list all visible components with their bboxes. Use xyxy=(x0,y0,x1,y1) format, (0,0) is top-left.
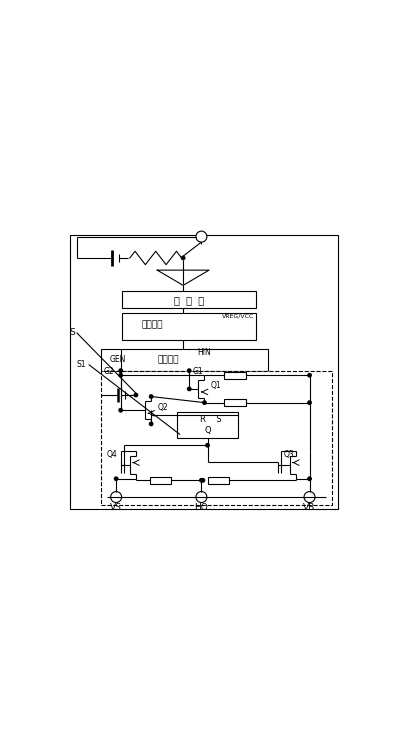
Circle shape xyxy=(304,492,315,502)
Circle shape xyxy=(111,492,121,502)
Text: G1: G1 xyxy=(192,367,203,377)
Text: Q1: Q1 xyxy=(211,381,221,390)
Text: Q4: Q4 xyxy=(107,450,118,459)
Text: Q: Q xyxy=(204,426,211,435)
Circle shape xyxy=(196,492,207,502)
Circle shape xyxy=(187,387,191,391)
Circle shape xyxy=(308,477,311,481)
Bar xyxy=(150,477,171,484)
Text: S: S xyxy=(69,328,75,337)
Text: 滤  波  器: 滤 波 器 xyxy=(174,295,204,305)
Text: 电平转换: 电平转换 xyxy=(142,321,163,330)
Text: S1: S1 xyxy=(76,360,86,369)
Circle shape xyxy=(114,477,118,481)
Circle shape xyxy=(134,393,138,397)
Circle shape xyxy=(201,478,205,482)
Text: HO: HO xyxy=(195,503,208,512)
Text: R    S: R S xyxy=(200,415,221,424)
Circle shape xyxy=(308,400,311,404)
Bar xyxy=(101,349,268,371)
Text: VS: VS xyxy=(110,503,122,512)
Text: 脉冲产生: 脉冲产生 xyxy=(157,355,179,365)
Text: Q3: Q3 xyxy=(284,450,294,459)
Circle shape xyxy=(149,395,153,398)
Bar xyxy=(122,291,256,308)
Circle shape xyxy=(206,444,209,447)
Text: Q2: Q2 xyxy=(157,403,168,412)
Bar xyxy=(70,235,338,509)
Text: VREG/VCC: VREG/VCC xyxy=(222,314,255,318)
Bar xyxy=(224,372,246,379)
Circle shape xyxy=(187,369,191,372)
Circle shape xyxy=(203,400,206,404)
Circle shape xyxy=(196,231,207,242)
Text: HIN: HIN xyxy=(197,348,211,357)
Text: G2: G2 xyxy=(104,367,115,377)
Circle shape xyxy=(181,256,185,260)
Bar xyxy=(177,412,238,438)
Bar xyxy=(224,399,246,406)
Text: GEN: GEN xyxy=(110,355,126,365)
Bar xyxy=(122,313,256,340)
Bar xyxy=(208,477,229,484)
Circle shape xyxy=(149,422,153,426)
Circle shape xyxy=(119,369,123,372)
Bar xyxy=(101,371,332,504)
Text: VB: VB xyxy=(303,503,316,512)
Circle shape xyxy=(308,374,311,377)
Circle shape xyxy=(119,409,123,412)
Circle shape xyxy=(200,478,203,482)
Circle shape xyxy=(119,374,123,377)
